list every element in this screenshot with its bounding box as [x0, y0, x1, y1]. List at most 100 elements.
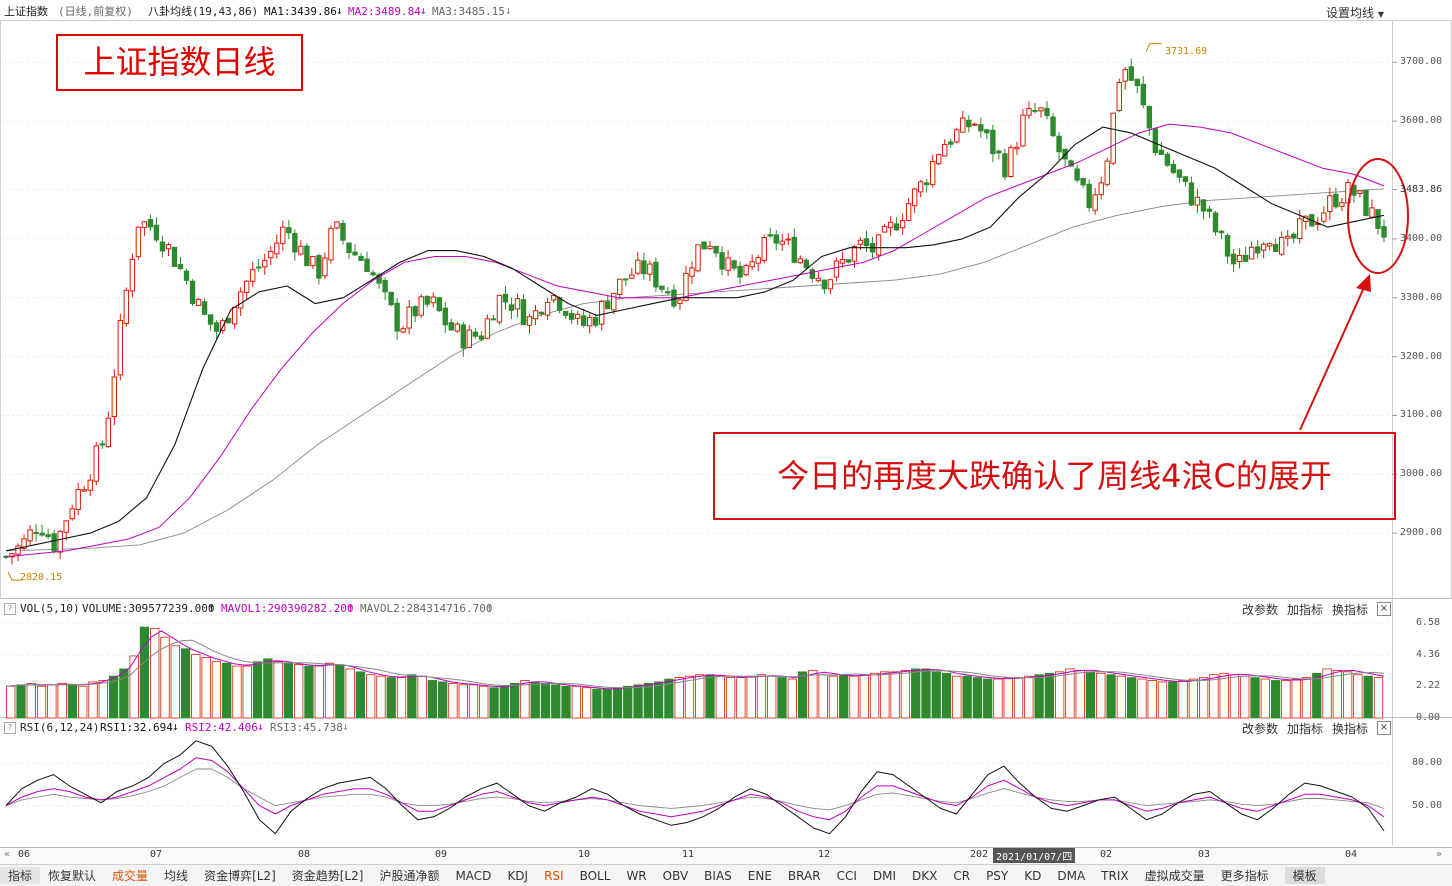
tab-18[interactable]: DKX	[912, 868, 938, 883]
candle-body	[550, 295, 557, 301]
candle-body	[1230, 253, 1237, 265]
rsi-param-button[interactable]: 改参数	[1242, 722, 1279, 736]
main-y-label: 2900.00	[1400, 527, 1443, 539]
tab-16[interactable]: CCI	[836, 868, 857, 883]
ma-name[interactable]: 八卦均线(19,43,86)	[148, 5, 259, 18]
rsi-name[interactable]: RSI(6,12,24)	[20, 721, 100, 734]
volume-bar	[1034, 674, 1044, 719]
rsi-switch-button[interactable]: 换指标	[1332, 722, 1369, 736]
ma2-line	[5, 123, 1385, 558]
rsi-close-icon[interactable]: ×	[1377, 721, 1391, 735]
annotation-box: 今日的再度大跌确认了周线4浪C的展开	[713, 432, 1396, 520]
tab-11[interactable]: WR	[626, 868, 647, 883]
main-y-label: 3200.00	[1400, 350, 1443, 362]
volume-bar	[211, 661, 222, 719]
candle-body	[641, 260, 647, 275]
tab-23[interactable]: TRIX	[1101, 868, 1129, 883]
mavol2-up-arrow-icon: ↑	[486, 601, 493, 614]
tab-15[interactable]: BRAR	[787, 868, 821, 883]
candle-body	[887, 221, 894, 229]
volume-bar	[98, 680, 108, 719]
candle-body	[586, 317, 593, 327]
tab-17[interactable]: DMI	[872, 868, 896, 883]
candle-body	[960, 117, 966, 133]
tab-1[interactable]: 恢复默认	[48, 869, 97, 883]
candle-body	[33, 532, 39, 535]
tab-25[interactable]: 更多指标	[1220, 869, 1269, 883]
vol-add-button[interactable]: 加指标	[1287, 603, 1324, 617]
candle-body	[502, 293, 509, 303]
tab-9[interactable]: RSI	[544, 868, 564, 883]
tab-7[interactable]: MACD	[455, 868, 492, 883]
candle-body	[899, 220, 906, 229]
vol-close-icon[interactable]: ×	[1377, 602, 1391, 616]
tab-24[interactable]: 虚拟成交量	[1144, 869, 1205, 883]
tab-2[interactable]: 成交量	[112, 869, 149, 883]
candle-body	[454, 323, 461, 332]
candle-body	[484, 318, 491, 339]
candle-body	[1116, 81, 1122, 111]
rsi3-down-arrow-icon: ↓	[342, 720, 349, 733]
candle-body	[966, 119, 972, 128]
tab-12[interactable]: OBV	[662, 868, 689, 883]
candle-body	[948, 141, 954, 145]
ma1-value: MA1:3439.86	[264, 5, 337, 18]
volume-bar	[1137, 678, 1147, 719]
candle-body	[1381, 226, 1387, 238]
candle-body	[1074, 168, 1080, 181]
tab-13[interactable]: BIAS	[704, 868, 732, 883]
rsi-add-button[interactable]: 加指标	[1287, 722, 1324, 736]
candle-body	[1056, 135, 1062, 153]
tab-6[interactable]: 沪股通净额	[379, 869, 440, 883]
candle-body	[207, 314, 214, 325]
volume-bar	[571, 685, 581, 719]
volume-bar	[160, 636, 170, 719]
high-marker	[1145, 43, 1162, 52]
tab-0[interactable]: 指标	[0, 867, 41, 884]
tab-19[interactable]: CR	[953, 868, 971, 883]
main-y-label: 3000.00	[1400, 468, 1443, 480]
candle-body	[400, 328, 406, 333]
tab-3[interactable]: 均线	[164, 869, 189, 883]
candle-body	[1146, 105, 1153, 129]
tab-20[interactable]: PSY	[986, 868, 1009, 883]
scroll-right-icon[interactable]: »	[1436, 849, 1443, 860]
candle-body	[857, 239, 864, 245]
tab-22[interactable]: DMA	[1057, 868, 1086, 883]
tab-4[interactable]: 资金博弈[L2]	[204, 869, 276, 883]
volume-bar	[983, 678, 993, 719]
candle-body	[1357, 190, 1363, 194]
tab-8[interactable]: KDJ	[507, 868, 529, 883]
scroll-left-icon[interactable]: «	[4, 849, 11, 860]
tab-26[interactable]: 模板	[1284, 867, 1325, 884]
candle-body	[406, 306, 412, 329]
chart-title-box: 上证指数日线	[56, 34, 303, 91]
tab-10[interactable]: BOLL	[579, 868, 611, 883]
help-icon[interactable]: ?	[4, 722, 16, 734]
vol-name[interactable]: VOL(5,10)	[20, 602, 80, 615]
rsi1-line	[5, 740, 1385, 835]
ma3-value: MA3:3485.15	[432, 5, 505, 18]
volume-bar	[684, 675, 695, 719]
candle-body	[809, 269, 816, 279]
candle-body	[63, 520, 69, 533]
tab-21[interactable]: KD	[1024, 868, 1042, 883]
vol-param-button[interactable]: 改参数	[1242, 603, 1279, 617]
tab-5[interactable]: 资金趋势[L2]	[291, 869, 364, 883]
rsi3-line	[5, 768, 1385, 811]
candle-body	[827, 279, 834, 290]
volume-bar	[623, 685, 633, 719]
date-axis[interactable]: « » 06 07 08 09 10 11 12 02 03 04 202 2021/01/07/…	[0, 847, 1452, 864]
mavol1-up-arrow-icon: ↑	[347, 601, 354, 614]
volume-bar	[1013, 677, 1024, 719]
set-ma-button[interactable]: 设置均线 ▼	[1326, 6, 1384, 20]
main-y-label: 3300.00	[1400, 291, 1443, 303]
vol-mavol1: MAVOL1:290390282.200	[221, 602, 354, 615]
stock-chart[interactable]	[0, 0, 1452, 864]
candle-body	[574, 313, 581, 319]
vol-switch-button[interactable]: 换指标	[1332, 603, 1369, 617]
help-icon[interactable]: ?	[4, 603, 16, 615]
candle-body	[508, 304, 515, 311]
tab-14[interactable]: ENE	[747, 868, 772, 883]
main-y-label: 3100.00	[1400, 409, 1443, 421]
